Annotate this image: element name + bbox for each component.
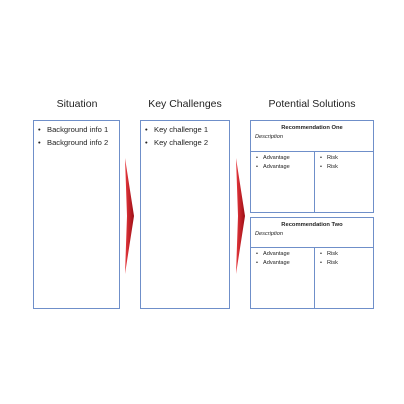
advantages-list: Advantage Advantage [256, 154, 290, 172]
key-challenges-box: Key challenge 1 Key challenge 2 [140, 120, 230, 309]
risk-item: Risk [320, 259, 338, 268]
risk-item: Risk [320, 154, 338, 163]
challenge-item: Key challenge 1 [145, 123, 208, 136]
flow-arrow-1 [125, 158, 134, 274]
challenge-item: Key challenge 2 [145, 136, 208, 149]
situation-heading: Situation [56, 98, 98, 110]
situation-box: Background info 1 Background info 2 [33, 120, 120, 309]
situation-list: Background info 1 Background info 2 [38, 123, 108, 149]
recommendation-two-header: Recommendation Two Description [250, 217, 374, 248]
recommendation-title: Recommendation One [281, 125, 343, 131]
risks-list: Risk Risk [320, 250, 338, 268]
recommendation-title: Recommendation Two [281, 222, 343, 228]
key-challenges-list: Key challenge 1 Key challenge 2 [145, 123, 208, 149]
situation-item: Background info 1 [38, 123, 108, 136]
recommendation-one-header: Recommendation One Description [250, 120, 374, 152]
risk-item: Risk [320, 163, 338, 172]
key-challenges-heading: Key Challenges [148, 98, 222, 110]
recommendation-one-risks: Risk Risk [314, 151, 374, 213]
recommendation-description: Description [255, 231, 283, 237]
advantage-item: Advantage [256, 154, 290, 163]
advantage-item: Advantage [256, 250, 290, 259]
recommendation-one-advantages: Advantage Advantage [250, 151, 315, 213]
potential-solutions-heading: Potential Solutions [268, 98, 356, 110]
risks-list: Risk Risk [320, 154, 338, 172]
recommendation-description: Description [255, 134, 283, 140]
risk-item: Risk [320, 250, 338, 259]
advantage-item: Advantage [256, 163, 290, 172]
advantage-item: Advantage [256, 259, 290, 268]
flow-arrow-2 [236, 158, 245, 274]
recommendation-two-advantages: Advantage Advantage [250, 247, 315, 309]
advantages-list: Advantage Advantage [256, 250, 290, 268]
recommendation-two-risks: Risk Risk [314, 247, 374, 309]
situation-item: Background info 2 [38, 136, 108, 149]
